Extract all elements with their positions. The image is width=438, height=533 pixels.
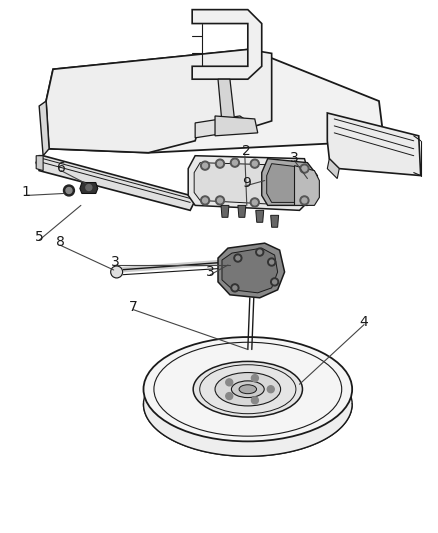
Polygon shape — [192, 10, 262, 79]
Circle shape — [236, 256, 240, 260]
Circle shape — [226, 393, 233, 400]
Circle shape — [203, 163, 208, 168]
Circle shape — [226, 379, 233, 386]
Text: 3: 3 — [290, 151, 299, 165]
Circle shape — [218, 198, 223, 203]
Polygon shape — [218, 79, 235, 123]
Polygon shape — [262, 159, 318, 205]
Polygon shape — [39, 101, 49, 156]
Text: 6: 6 — [57, 160, 65, 175]
Circle shape — [233, 286, 237, 290]
Circle shape — [250, 159, 259, 168]
Text: 3: 3 — [206, 265, 215, 279]
Circle shape — [302, 166, 307, 171]
Circle shape — [250, 198, 259, 207]
Circle shape — [64, 185, 74, 196]
Circle shape — [230, 158, 240, 167]
Circle shape — [302, 198, 307, 203]
Circle shape — [268, 258, 276, 266]
Circle shape — [234, 254, 242, 262]
Ellipse shape — [144, 337, 352, 441]
Polygon shape — [46, 50, 272, 153]
Polygon shape — [294, 166, 319, 205]
Circle shape — [300, 196, 309, 205]
Text: 5: 5 — [35, 230, 43, 244]
Text: 4: 4 — [360, 314, 368, 329]
Circle shape — [218, 161, 223, 166]
Text: 1: 1 — [22, 185, 31, 199]
Polygon shape — [327, 159, 339, 179]
Circle shape — [271, 278, 279, 286]
Polygon shape — [256, 211, 264, 222]
Circle shape — [258, 250, 262, 254]
Circle shape — [231, 284, 239, 292]
Polygon shape — [215, 116, 258, 136]
Polygon shape — [195, 116, 255, 138]
Ellipse shape — [144, 352, 352, 456]
Circle shape — [252, 200, 257, 205]
Ellipse shape — [193, 361, 303, 417]
Text: 3: 3 — [111, 255, 120, 269]
Polygon shape — [222, 248, 278, 293]
Ellipse shape — [231, 381, 264, 398]
Polygon shape — [36, 156, 43, 171]
Text: 8: 8 — [56, 235, 64, 249]
Polygon shape — [80, 182, 98, 193]
Circle shape — [66, 188, 72, 193]
Polygon shape — [188, 156, 309, 211]
Circle shape — [270, 260, 274, 264]
Text: 2: 2 — [243, 144, 251, 158]
Polygon shape — [36, 156, 195, 211]
Polygon shape — [327, 113, 421, 175]
Polygon shape — [221, 205, 229, 217]
Ellipse shape — [239, 385, 257, 394]
Polygon shape — [218, 243, 285, 298]
Circle shape — [300, 164, 309, 173]
Circle shape — [201, 161, 209, 170]
Circle shape — [267, 386, 274, 393]
Polygon shape — [194, 163, 304, 205]
Polygon shape — [267, 164, 312, 203]
Circle shape — [215, 159, 224, 168]
Circle shape — [273, 280, 277, 284]
Circle shape — [86, 184, 92, 190]
Ellipse shape — [215, 373, 281, 406]
Polygon shape — [46, 50, 384, 153]
Circle shape — [251, 375, 258, 382]
Polygon shape — [238, 205, 246, 217]
Circle shape — [251, 397, 258, 404]
Circle shape — [256, 248, 264, 256]
Text: 7: 7 — [129, 300, 138, 314]
Circle shape — [233, 160, 237, 165]
Text: 9: 9 — [242, 175, 251, 190]
Polygon shape — [271, 215, 279, 227]
Circle shape — [111, 266, 123, 278]
Circle shape — [201, 196, 209, 205]
Circle shape — [215, 196, 224, 205]
Circle shape — [252, 161, 257, 166]
Circle shape — [203, 198, 208, 203]
